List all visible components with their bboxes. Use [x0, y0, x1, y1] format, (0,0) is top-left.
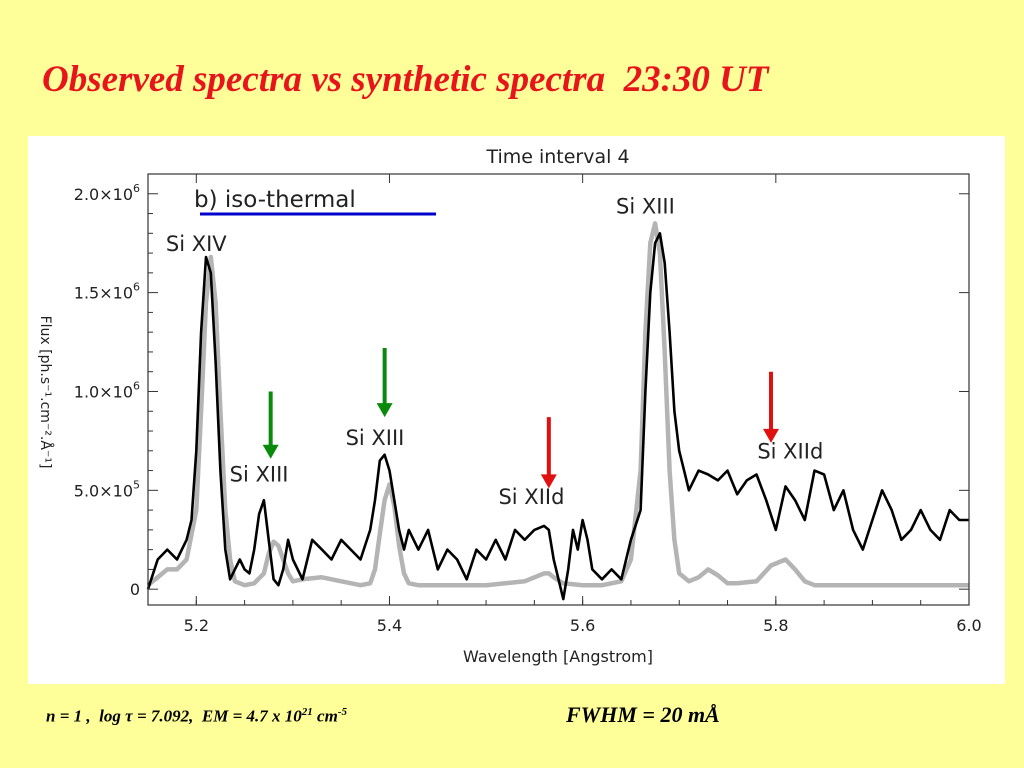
spectrum-chart: Time interval 4 5.2 5.4 5.6 5.8 6.0 0 5.0×105 1…: [37, 146, 982, 666]
y-axis-label: Flux [ph.s⁻¹.cm⁻².Å⁻¹]: [37, 316, 54, 469]
y-tick-label: 1.0×106: [74, 379, 140, 401]
x-tick-label: 5.8: [763, 616, 788, 635]
y-tick-label: 1.5×106: [74, 281, 140, 303]
chart-title: Time interval 4: [485, 146, 629, 168]
caption-unit: cm: [312, 706, 338, 726]
parameter-caption: n = 1 , log τ = 7.092, EM = 4.7 x 1021 c…: [46, 706, 347, 727]
chart-panel: Time interval 4 5.2 5.4 5.6 5.8 6.0 0 5.0×105 1…: [28, 136, 1005, 684]
x-axis-label: Wavelength [Angstrom]: [463, 647, 653, 666]
x-tick-label: 5.6: [570, 616, 595, 635]
caption-em-exponent: 21: [301, 706, 313, 718]
y-tick-label: 2.0×106: [74, 182, 140, 204]
x-tick-label: 5.4: [377, 616, 402, 635]
line-id-label: Si XIId: [498, 485, 564, 509]
line-id-label: Si XIV: [166, 232, 227, 256]
observed-spectrum-line: [146, 232, 969, 601]
y-tick-label: 5.0×105: [74, 478, 140, 500]
line-id-label: Si XIII: [230, 462, 289, 486]
plot-frame: [147, 173, 970, 606]
green-arrowhead-icon: [376, 403, 393, 418]
red-arrowhead-icon: [540, 474, 557, 489]
slide-title: Observed spectra vs synthetic spectra 23…: [42, 59, 769, 100]
caption-n: n = 1 ,: [46, 706, 91, 726]
caption-tau-value: = 7.092, EM = 4.7 x 10: [132, 706, 302, 726]
red-arrowhead-icon: [762, 428, 779, 443]
y-tick-label: 0: [130, 580, 140, 599]
x-tick-label: 5.2: [184, 616, 209, 635]
line-id-label: Si XIId: [757, 440, 823, 464]
green-arrowhead-icon: [262, 444, 279, 459]
caption-log: log: [99, 706, 121, 726]
line-id-label: Si XIII: [616, 195, 675, 219]
line-id-label: Si XIII: [346, 426, 405, 450]
subtitle-label: b) iso-thermal: [194, 187, 356, 213]
caption-unit-exponent: -5: [337, 706, 347, 718]
x-tick-label: 6.0: [956, 616, 981, 635]
synthetic-spectrum-line: [146, 221, 969, 588]
caption-tau-symbol: τ: [125, 706, 133, 726]
fwhm-label: FWHM = 20 mÅ: [566, 702, 720, 727]
